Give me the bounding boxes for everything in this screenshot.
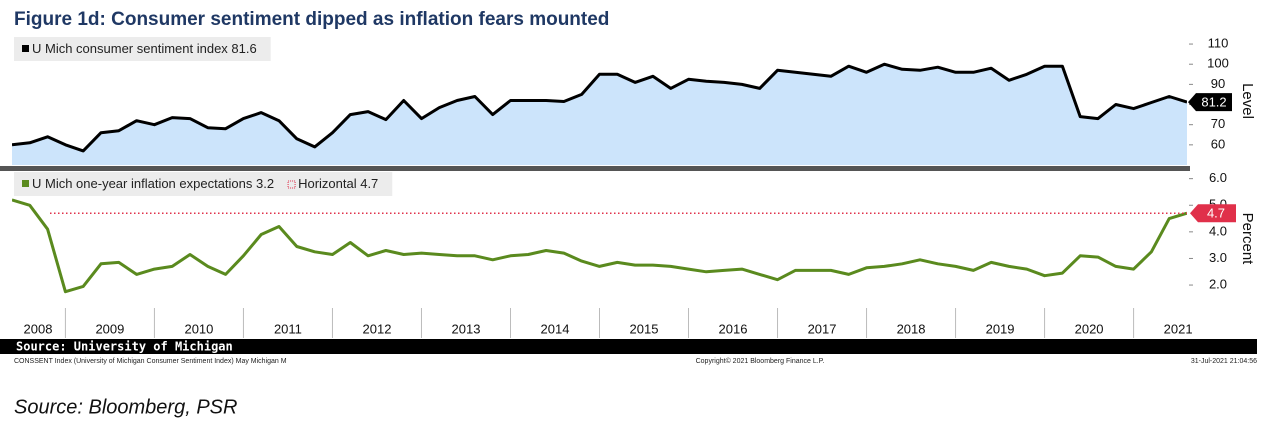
- footer-center: Copyright© 2021 Bloomberg Finance L.P.: [696, 357, 825, 365]
- footer-right: 31-Jul-2021 21:04:56: [1191, 358, 1257, 365]
- legend-label: U Mich consumer sentiment index 81.6: [32, 41, 257, 56]
- x-tick-label: 2012: [363, 321, 392, 336]
- y-tick-label: 70: [1211, 116, 1225, 131]
- area-fill: [12, 64, 1187, 165]
- x-tick-label: 2019: [986, 321, 1015, 336]
- x-tick-label: 2013: [452, 321, 481, 336]
- legend-label: Horizontal 4.7: [298, 176, 378, 191]
- line: [12, 198, 1187, 294]
- x-tick-label: 2021: [1164, 321, 1193, 336]
- y-tick-label: 60: [1211, 136, 1225, 151]
- y-tick-label: 110: [1208, 35, 1229, 50]
- legend-marker: [22, 45, 29, 52]
- x-tick-label: 2011: [274, 321, 302, 336]
- x-tick-label: 2015: [630, 321, 659, 336]
- horizontal-label: 4.7: [1207, 206, 1225, 221]
- x-tick-label: 2014: [541, 321, 570, 336]
- last-value-label: 81.2: [1201, 95, 1226, 110]
- x-tick-label: 2016: [719, 321, 748, 336]
- area-line: [12, 62, 1187, 153]
- legend-box: [14, 172, 393, 196]
- x-tick-label: 2018: [897, 321, 926, 336]
- x-tick-label: 2009: [95, 321, 124, 336]
- y-tick-label: 4.0: [1209, 223, 1227, 238]
- source-bar: [0, 339, 1257, 354]
- legend-box: [14, 37, 271, 61]
- y-axis-title: Level: [1239, 83, 1256, 119]
- source-bar-text: Source: University of Michigan: [16, 340, 233, 354]
- legend-marker: [22, 180, 29, 187]
- y-tick-label: 2.0: [1209, 276, 1227, 291]
- legend-marker: [287, 180, 296, 189]
- legend-label: U Mich one-year inflation expectations 3…: [32, 176, 274, 191]
- y-tick-label: 100: [1207, 56, 1229, 71]
- x-tick-label: 2008: [24, 321, 53, 336]
- y-axis-title: Percent: [1239, 213, 1256, 266]
- x-tick-label: 2010: [184, 321, 213, 336]
- y-tick-label: 3.0: [1209, 250, 1227, 265]
- x-tick-label: 2020: [1075, 321, 1104, 336]
- legend: U Mich consumer sentiment index 81.6: [14, 37, 271, 61]
- legend: U Mich one-year inflation expectations 3…: [14, 172, 393, 196]
- x-tick-label: 2017: [808, 321, 837, 336]
- last-value-tag: [1188, 93, 1232, 112]
- horizontal-tag: [1190, 204, 1236, 223]
- footer-left: CONSSENT Index (University of Michigan C…: [14, 358, 287, 365]
- y-tick-label: 6.0: [1209, 170, 1227, 185]
- panel-divider: [0, 166, 1190, 171]
- y-tick-label: 90: [1211, 76, 1225, 91]
- source-note: Source: Bloomberg, PSR: [14, 396, 237, 418]
- figure-title: Figure 1d: Consumer sentiment dipped as …: [14, 9, 609, 30]
